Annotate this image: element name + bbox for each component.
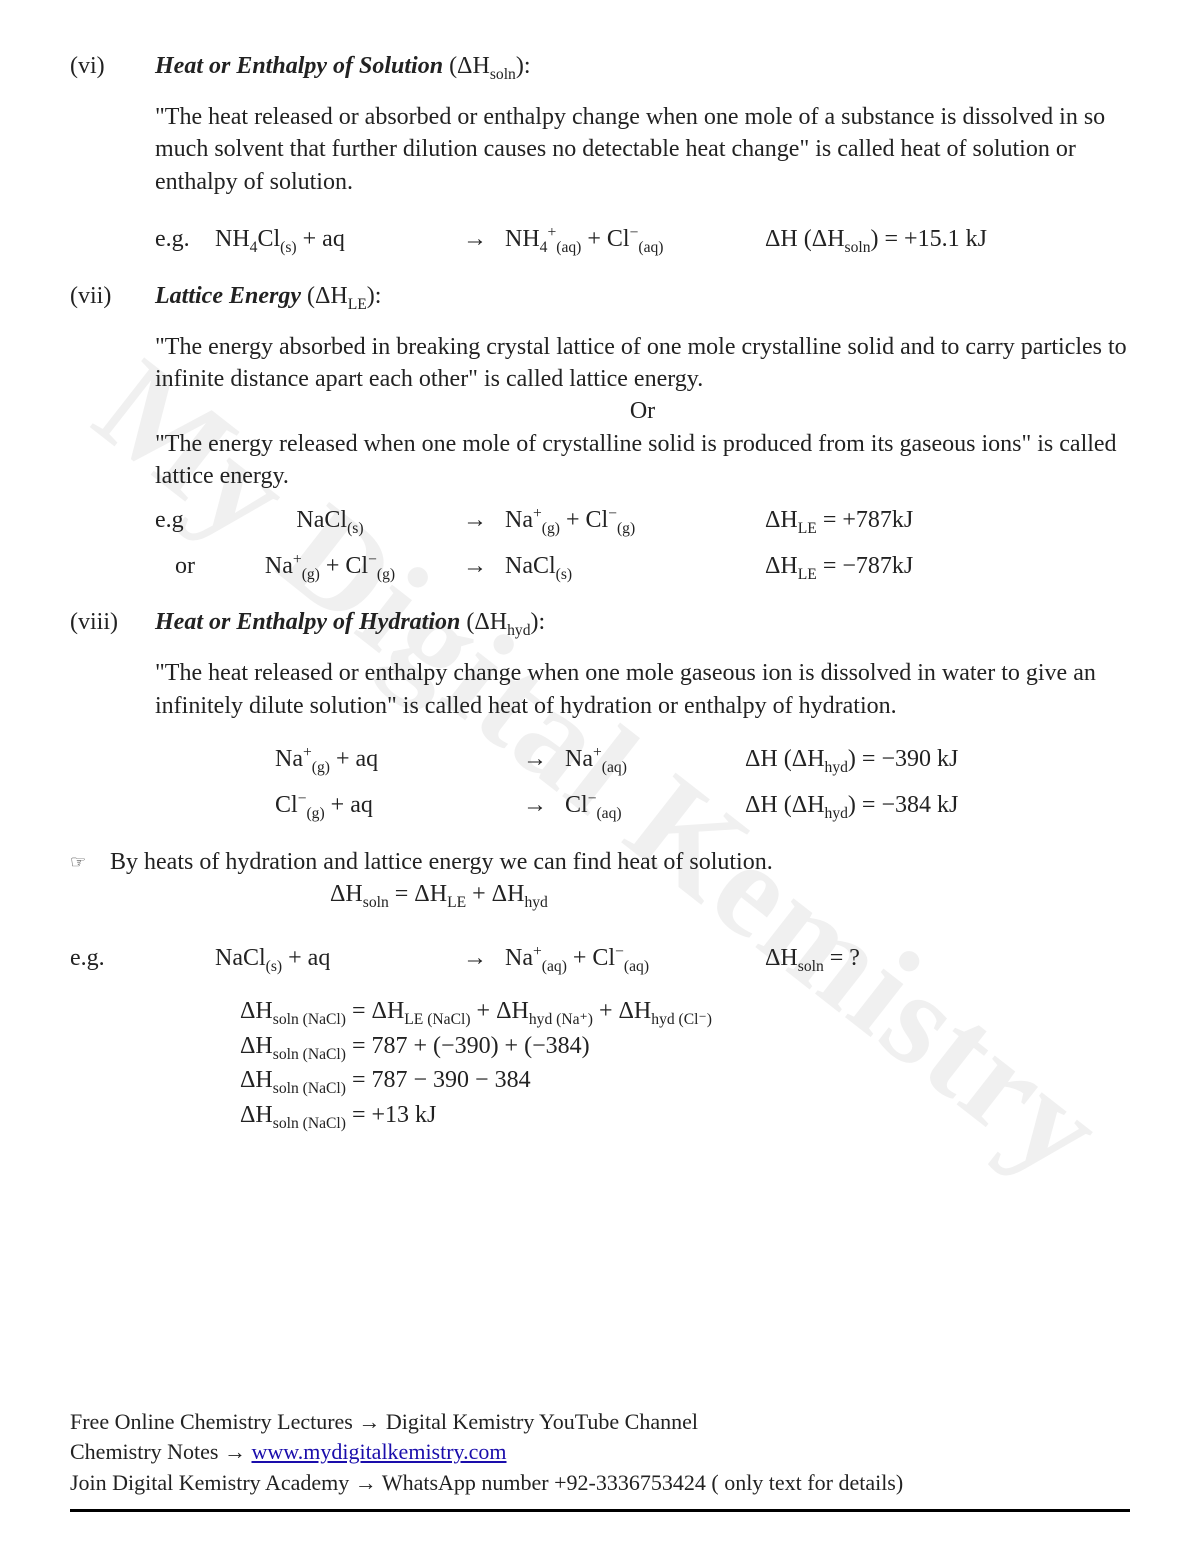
eq-rhs: Na+(aq)	[565, 742, 745, 778]
footer-rule	[70, 1509, 1130, 1512]
arrow-icon: →	[445, 504, 505, 536]
arrow-icon: →	[445, 550, 505, 582]
eq-dh: ΔH (ΔHsoln) = +15.1 kJ	[765, 223, 1130, 258]
footer-line-3: Join Digital Kemistry Academy → WhatsApp…	[70, 1468, 1130, 1499]
eq-rhs: Cl−(aq)	[565, 788, 745, 824]
section-vii-num: (vii)	[70, 280, 155, 312]
section-viii-title: Heat or Enthalpy of Hydration	[155, 609, 460, 635]
arrow-icon: →	[445, 942, 505, 974]
eq-lhs: Cl−(g) + aq	[215, 788, 505, 824]
eq-lead: e.g	[155, 504, 215, 536]
section-viii: (viii) Heat or Enthalpy of Hydration (ΔH…	[70, 606, 1130, 823]
section-vii-title-paren: (ΔHLE):	[307, 283, 382, 309]
section-vii-or: Or	[155, 395, 1130, 427]
note: ☞ By heats of hydration and lattice ener…	[70, 846, 1130, 913]
section-vi-num: (vi)	[70, 50, 155, 82]
eq-lead: e.g.	[70, 942, 155, 974]
section-viii-para: "The heat released or enthalpy change wh…	[155, 657, 1130, 722]
footer-line-1: Free Online Chemistry Lectures → Digital…	[70, 1407, 1130, 1438]
example-eq: e.g. NaCl(s) + aq → Na+(aq) + Cl−(aq) ΔH…	[70, 941, 1130, 977]
eq-rhs: NH4+(aq) + Cl−(aq)	[505, 222, 765, 258]
footer-link[interactable]: www.mydigitalkemistry.com	[252, 1439, 507, 1464]
section-viii-num: (viii)	[70, 606, 155, 638]
arrow-icon: →	[358, 1409, 380, 1434]
footer-line-2: Chemistry Notes → www.mydigitalkemistry.…	[70, 1437, 1130, 1468]
eq-lhs: NaCl(s)	[215, 504, 445, 539]
calc-line-1: ΔHsoln (NaCl) = ΔHLE (NaCl) + ΔHhyd (Na⁺…	[240, 995, 1130, 1030]
content: (vi) Heat or Enthalpy of Solution (ΔHsol…	[70, 50, 1130, 1134]
eq-lhs: Na+(g) + Cl−(g)	[215, 549, 445, 585]
section-viii-eq1: Na+(g) + aq → Na+(aq) ΔH (ΔHhyd) = −390 …	[155, 742, 1130, 778]
calc-line-4: ΔHsoln (NaCl) = +13 kJ	[240, 1099, 1130, 1134]
section-vii-para2: "The energy released when one mole of cr…	[155, 428, 1130, 493]
eq-lhs: NH4Cl(s) + aq	[215, 223, 445, 258]
eq-rhs: Na+(g) + Cl−(g)	[505, 503, 765, 539]
arrow-icon: →	[505, 789, 565, 821]
section-vi-title: Heat or Enthalpy of Solution	[155, 53, 443, 79]
section-viii-eq2: Cl−(g) + aq → Cl−(aq) ΔH (ΔHhyd) = −384 …	[155, 788, 1130, 824]
eq-dh: ΔHLE = −787kJ	[765, 550, 1130, 585]
section-vi-title-paren: (ΔHsoln):	[449, 53, 530, 79]
note-formula: ΔHsoln = ΔHLE + ΔHhyd	[110, 878, 1130, 913]
section-vii-title: Lattice Energy	[155, 283, 301, 309]
footer: Free Online Chemistry Lectures → Digital…	[70, 1407, 1130, 1523]
pointer-icon: ☞	[70, 846, 110, 874]
eq-rhs: Na+(aq) + Cl−(aq)	[505, 941, 765, 977]
section-vii-para1: "The energy absorbed in breaking crystal…	[155, 331, 1130, 396]
note-text: By heats of hydration and lattice energy…	[110, 846, 1130, 878]
section-vii-eq1: e.g NaCl(s) → Na+(g) + Cl−(g) ΔHLE = +78…	[155, 503, 1130, 539]
eq-dh: ΔHLE = +787kJ	[765, 504, 1130, 539]
calc-line-3: ΔHsoln (NaCl) = 787 − 390 − 384	[240, 1064, 1130, 1099]
eq-lead: or	[155, 550, 215, 582]
eq-dh: ΔHsoln = ?	[765, 942, 1130, 977]
section-vi: (vi) Heat or Enthalpy of Solution (ΔHsol…	[70, 50, 1130, 258]
arrow-icon: →	[355, 1470, 377, 1495]
arrow-icon: →	[224, 1439, 246, 1464]
eq-lhs: NaCl(s) + aq	[155, 942, 445, 977]
eq-lead: e.g.	[155, 223, 215, 255]
eq-dh: ΔH (ΔHhyd) = −390 kJ	[745, 743, 1130, 778]
eq-dh: ΔH (ΔHhyd) = −384 kJ	[745, 789, 1130, 824]
calc-block: ΔHsoln (NaCl) = ΔHLE (NaCl) + ΔHhyd (Na⁺…	[70, 995, 1130, 1134]
section-vii: (vii) Lattice Energy (ΔHLE): "The energy…	[70, 280, 1130, 584]
arrow-icon: →	[505, 743, 565, 775]
arrow-icon: →	[445, 223, 505, 255]
eq-rhs: NaCl(s)	[505, 550, 765, 585]
calc-line-2: ΔHsoln (NaCl) = 787 + (−390) + (−384)	[240, 1030, 1130, 1065]
section-vi-para: "The heat released or absorbed or enthal…	[155, 101, 1130, 198]
page: My Digital Kemistry (vi) Heat or Enthalp…	[0, 0, 1200, 1553]
eq-lhs: Na+(g) + aq	[215, 742, 505, 778]
section-viii-title-paren: (ΔHhyd):	[466, 609, 545, 635]
section-vii-eq2: or Na+(g) + Cl−(g) → NaCl(s) ΔHLE = −787…	[155, 549, 1130, 585]
section-vi-eq: e.g. NH4Cl(s) + aq → NH4+(aq) + Cl−(aq) …	[155, 222, 1130, 258]
